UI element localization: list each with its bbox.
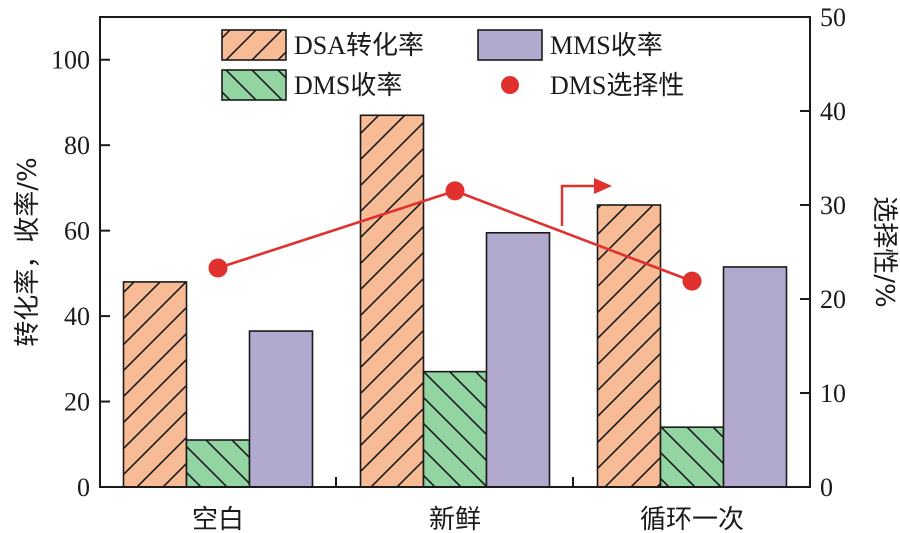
axis-arrow-line [560,184,598,226]
selectivity-point [682,271,702,291]
legend-swatch-outline [221,29,287,61]
bar-group [596,204,662,488]
y2-tick-label: 30 [820,191,846,220]
bar-hatch [186,440,250,487]
bar-group [359,114,425,488]
bar-group [659,426,725,488]
legend-swatch [478,30,542,60]
bar-group [248,330,314,488]
legend-swatch-outline [221,69,287,101]
selectivity-point [445,181,465,201]
legend-item: MMS收率 [477,29,663,61]
y-axis-title: 转化率，收率/% [13,157,43,346]
legend-marker [501,76,519,94]
legend-item: DSA转化率 [221,29,424,61]
legend-item: DMS选择性 [501,71,684,100]
legend-swatch-outline [477,29,543,61]
bar [486,232,550,487]
y-tick-label: 40 [64,302,90,331]
legend-label: DMS选择性 [550,71,684,100]
y2-tick-label: 20 [820,285,846,314]
y-tick-label: 20 [64,388,90,417]
legend-label: DSA转化率 [294,31,424,60]
legend-swatch-hatch [222,30,286,60]
plot-frame [99,16,811,488]
y2-tick-label: 10 [820,379,846,408]
bar-group [185,439,251,488]
selectivity-point [208,258,228,278]
axis-arrow-head [594,178,612,194]
legend-label: MMS收率 [550,31,663,60]
bar-hatch [660,427,724,487]
bar-group [122,281,188,488]
bar-hatch [597,205,661,487]
legend-label: DMS收率 [294,71,402,100]
bar-group [485,231,551,488]
legend-swatch-hatch [222,70,286,100]
bar-hatch [123,281,187,487]
bar-hatch [360,115,424,487]
bar [249,331,313,487]
y-tick-label: 60 [64,217,90,246]
x-tick-label: 新鲜 [429,505,481,533]
x-tick-label: 空白 [192,505,244,533]
y-tick-label: 100 [51,46,90,75]
y2-tick-label: 40 [820,97,846,126]
bar-group [722,266,788,488]
legend-item: DMS收率 [221,69,402,101]
y2-axis-title: 选择性/% [869,196,899,307]
y2-tick-label: 50 [820,3,846,32]
bar [723,266,787,487]
y-tick-label: 0 [77,473,90,502]
bar-group [422,370,488,488]
y2-tick-label: 0 [820,473,833,502]
x-tick-label: 循环一次 [640,505,744,533]
bar-hatch [423,371,487,487]
y-tick-label: 80 [64,131,90,160]
